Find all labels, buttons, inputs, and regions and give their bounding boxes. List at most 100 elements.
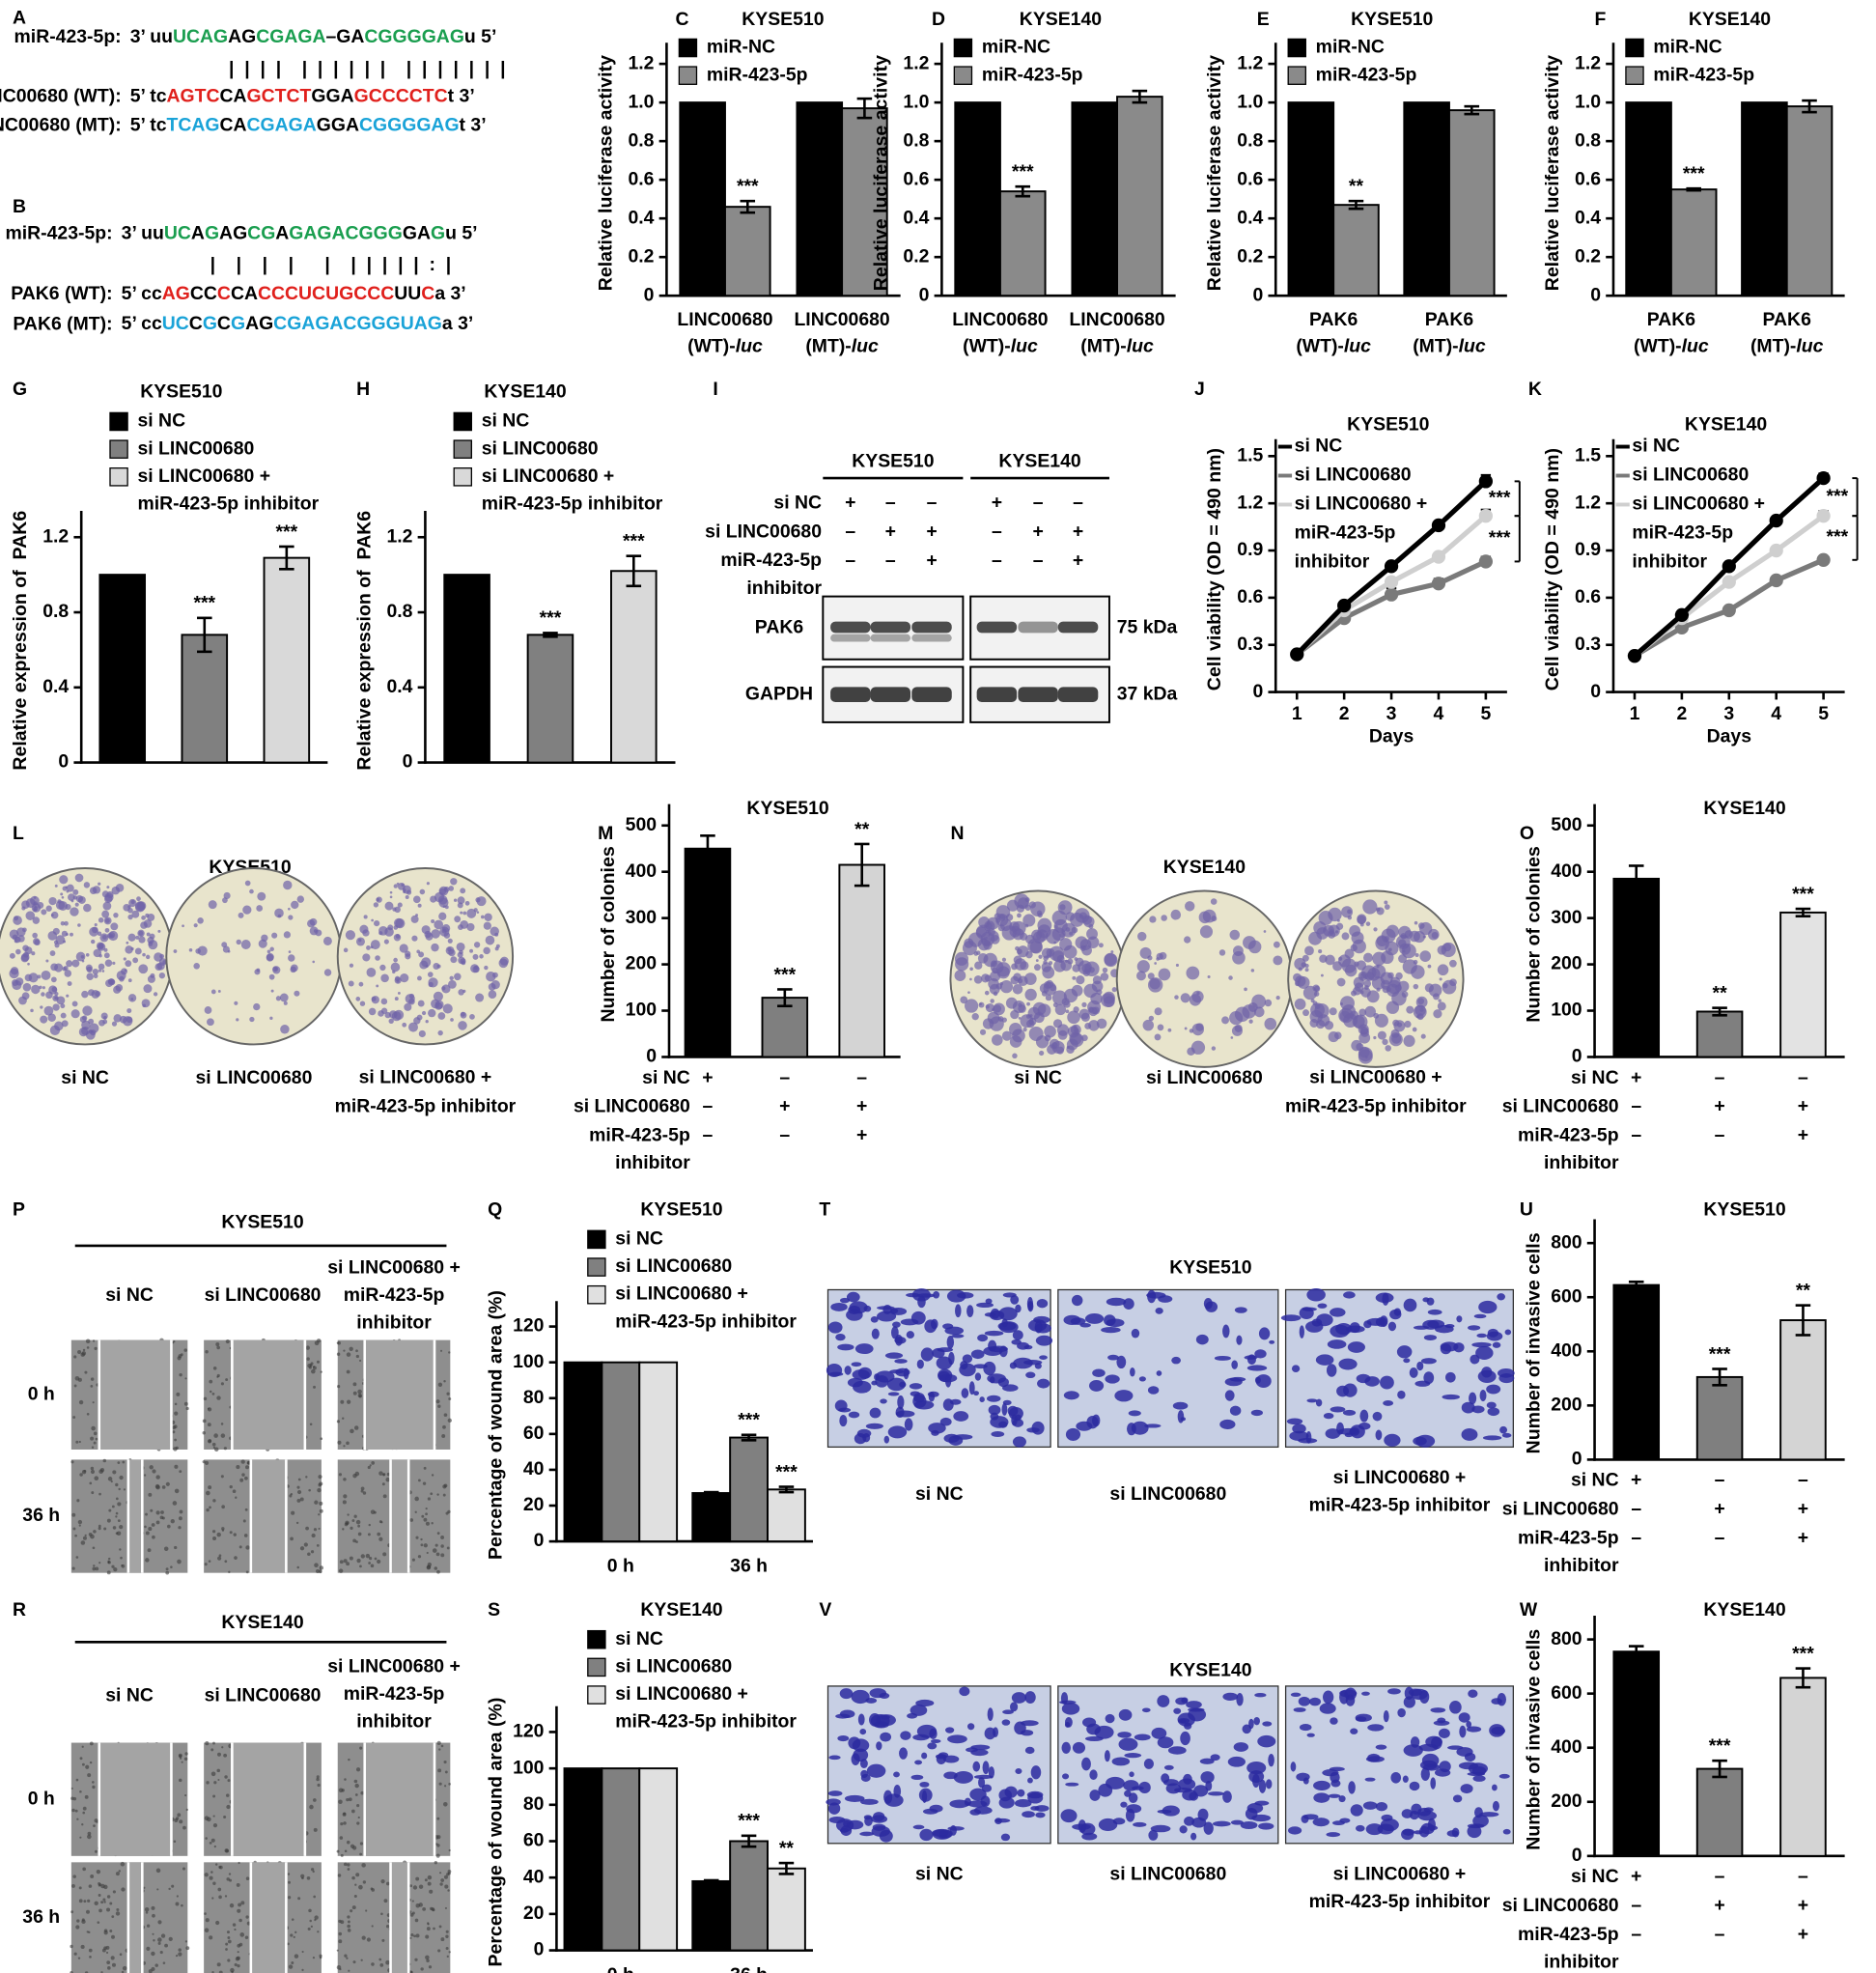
colony	[1221, 1016, 1229, 1025]
invasive-cell	[942, 1323, 954, 1330]
cell	[440, 1536, 445, 1539]
point	[1816, 552, 1831, 567]
colony	[390, 962, 401, 972]
cell	[242, 1519, 246, 1523]
colony	[462, 989, 466, 994]
colony	[238, 912, 244, 918]
invasive-cell	[918, 1788, 933, 1802]
cell	[184, 1752, 188, 1756]
colony	[1175, 963, 1179, 968]
cell	[73, 1952, 77, 1956]
condition-mark: –	[1715, 1470, 1725, 1491]
y-tick-label: 0.9	[1237, 539, 1263, 560]
colony	[1229, 929, 1241, 941]
cell	[444, 1906, 447, 1909]
invasive-cell	[933, 1291, 940, 1299]
invasive-cell	[1438, 1728, 1450, 1739]
colony	[384, 901, 394, 911]
invasive-cell	[851, 1362, 862, 1367]
legend-label: si LINC00680	[482, 437, 599, 459]
cell	[144, 1525, 147, 1529]
colony	[960, 996, 968, 1004]
legend-label: si LINC00680	[137, 437, 254, 459]
cell	[429, 1889, 434, 1894]
colony	[1234, 1006, 1250, 1023]
cell	[152, 1535, 155, 1539]
colony	[1063, 944, 1078, 959]
colony	[32, 916, 41, 924]
legend-swatch	[587, 1657, 606, 1677]
cell	[224, 1895, 228, 1898]
cell	[90, 1534, 95, 1539]
cell	[445, 1946, 449, 1951]
colony	[973, 974, 983, 984]
colony	[418, 951, 425, 958]
colony	[1384, 904, 1390, 911]
cell	[352, 1391, 357, 1395]
cell	[107, 1557, 111, 1561]
legend-swatch	[678, 66, 698, 85]
colony	[68, 893, 75, 901]
invasive-cell	[1000, 1833, 1011, 1842]
invasive-cell	[1081, 1757, 1091, 1771]
invasive-cell	[1104, 1314, 1116, 1327]
colony	[1433, 993, 1440, 1001]
cell	[76, 1818, 79, 1820]
colony	[49, 950, 56, 956]
invasive-cell	[1349, 1322, 1360, 1334]
cell	[212, 1881, 216, 1886]
cell	[359, 1564, 362, 1568]
cell	[90, 1466, 95, 1471]
cell	[411, 1900, 414, 1903]
bar	[1695, 1375, 1744, 1461]
y-tick-label: 0.8	[1575, 129, 1601, 151]
colony	[460, 911, 463, 915]
invasive-cell	[1163, 1764, 1174, 1770]
invasive-cell	[1111, 1757, 1131, 1766]
invasive-cell	[979, 1396, 985, 1403]
condition-mark: –	[1798, 1470, 1808, 1491]
cell	[443, 1785, 447, 1788]
colony	[1033, 1012, 1045, 1024]
legend-swatch	[953, 38, 973, 58]
invasive-cell	[1230, 1819, 1244, 1825]
colony	[995, 905, 1011, 919]
invasive-cell	[1361, 1691, 1370, 1696]
colony	[254, 969, 261, 975]
colony	[145, 913, 150, 917]
invasive-cell	[997, 1377, 1009, 1388]
colony	[1309, 1009, 1324, 1024]
colony	[71, 1001, 78, 1007]
sequence-part: UC	[162, 313, 189, 334]
cell	[88, 1884, 93, 1888]
cell	[174, 1464, 179, 1469]
invasive-cell	[1014, 1799, 1032, 1808]
colony	[275, 996, 281, 1001]
colony	[266, 949, 271, 954]
invasive-cell	[1367, 1753, 1381, 1762]
legend-label: si LINC00680	[615, 1255, 732, 1277]
y-tick-label: 0.2	[1575, 245, 1601, 267]
invasive-cell	[1383, 1710, 1389, 1723]
colony	[1185, 901, 1195, 912]
invasive-cell	[924, 1319, 938, 1334]
cell	[100, 1883, 105, 1889]
text-line: miR-423-5p inhibitor	[1309, 1495, 1491, 1516]
invasive-cell	[1393, 1308, 1402, 1316]
colony	[395, 934, 401, 939]
colony	[1302, 1009, 1309, 1017]
cell	[98, 1884, 101, 1887]
cell	[319, 1501, 323, 1506]
cell	[208, 1485, 212, 1490]
colony	[98, 916, 104, 923]
photo-caption: si LINC00680 + miR-423-5p inhibitor	[1309, 1863, 1491, 1912]
colony	[461, 960, 466, 966]
sequence-part: CA	[231, 283, 258, 304]
colony	[469, 1013, 475, 1020]
cell	[355, 1873, 360, 1877]
cell	[310, 1550, 315, 1554]
cell	[184, 1793, 187, 1797]
cell	[71, 1512, 76, 1517]
invasive-cell	[945, 1727, 955, 1733]
invasive-cell	[1501, 1432, 1512, 1438]
